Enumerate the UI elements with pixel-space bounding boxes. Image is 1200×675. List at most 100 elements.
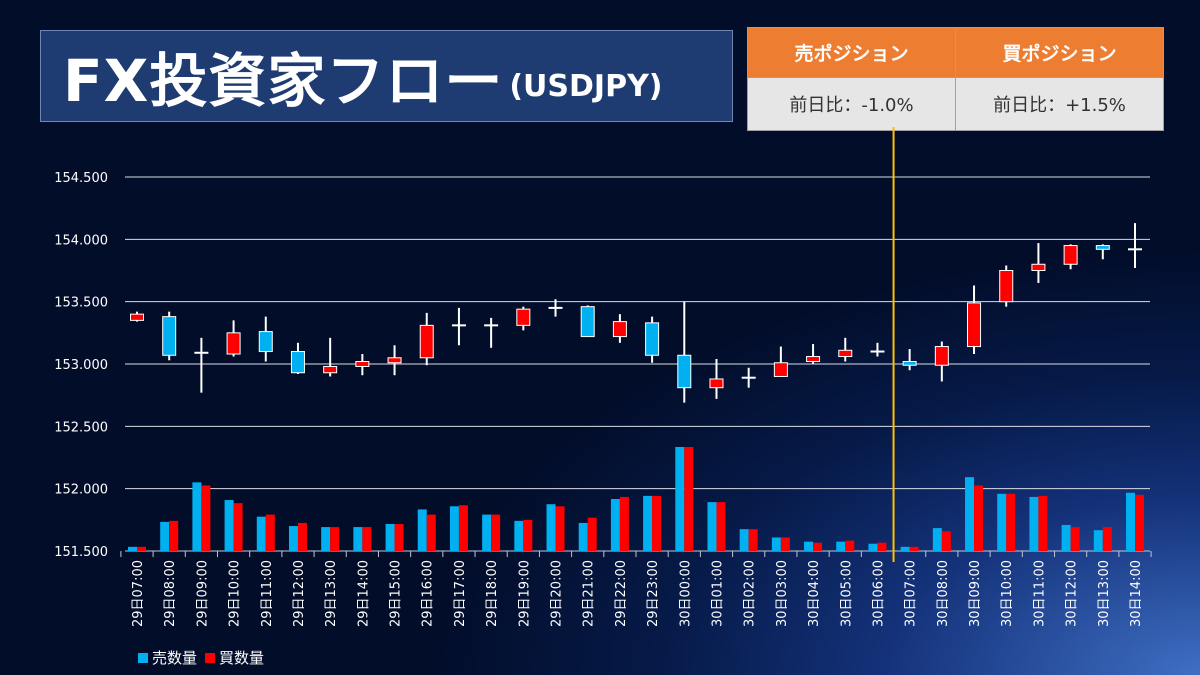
x-tick-label: 29日16:00 (421, 560, 436, 627)
candle (934, 341, 949, 382)
buy-volume-bar (877, 542, 887, 551)
x-tick-label: 29日21:00 (582, 560, 597, 627)
candle (806, 344, 821, 364)
buy-volume-bar (909, 546, 919, 551)
x-tick-label: 30日13:00 (1097, 560, 1112, 627)
y-tick-label: 154.000 (54, 233, 108, 248)
buy-volume-bar (974, 485, 984, 551)
sell-volume-bar (771, 537, 781, 551)
y-tick-label: 153.000 (54, 358, 108, 373)
sell-volume-bar (321, 527, 331, 551)
candle-body (516, 308, 531, 326)
candle (451, 307, 466, 346)
x-tick-label: 29日09:00 (195, 560, 210, 627)
buy-volume-bar (491, 514, 501, 551)
sell-volume-bar (224, 500, 234, 551)
candle-body (806, 356, 821, 363)
buy-volume-bar (1006, 493, 1016, 551)
sell-volume-bar (449, 506, 459, 551)
candle-body (773, 362, 788, 377)
buy-volume-bar (1102, 527, 1112, 551)
candle-body (226, 332, 241, 355)
y-tick-label: 154.500 (54, 171, 108, 186)
buy-volume-bar (652, 495, 662, 551)
x-tick-label: 30日10:00 (1000, 560, 1015, 627)
buy-volume-bar (684, 447, 694, 551)
buy-volume-bar (426, 514, 436, 551)
candle (419, 312, 434, 366)
candle-body (902, 361, 917, 366)
candle (902, 349, 917, 371)
sell-volume-bar (385, 523, 395, 551)
buy-volume-bar (297, 522, 307, 551)
candle (258, 316, 273, 362)
buy-volume-bar (523, 519, 533, 551)
x-tick-label: 29日19:00 (517, 560, 532, 627)
y-tick-label: 153.500 (54, 296, 108, 311)
sell-volume-bar (417, 509, 427, 551)
x-tick-label: 29日23:00 (646, 560, 661, 627)
candle-body (387, 357, 402, 364)
sell-volume-bar (932, 528, 942, 551)
candle (1128, 223, 1142, 269)
candle (1031, 243, 1046, 283)
legend-buy-volume: 買数量 (219, 649, 265, 667)
sell-volume-bar (739, 529, 749, 551)
sell-volume-bar (965, 477, 975, 551)
candle (387, 345, 402, 376)
x-tick-label: 30日03:00 (775, 560, 790, 627)
sell-volume-bar (1061, 525, 1071, 551)
candle (838, 337, 853, 362)
sell-volume-bar (514, 520, 524, 551)
sell-volume-swatch (138, 652, 148, 663)
x-tick-label: 30日05:00 (839, 560, 854, 627)
x-tick-label: 29日14:00 (356, 560, 371, 627)
sell-position-change: 前日比：-1.0% (747, 77, 956, 131)
candle-body (130, 313, 144, 321)
sell-volume-bar (900, 546, 910, 551)
buy-volume-bar (619, 496, 629, 551)
x-tick-label: 30日01:00 (710, 560, 725, 627)
candle-body (677, 354, 692, 389)
sell-volume-bar (256, 516, 266, 551)
candle (548, 299, 563, 317)
buy-volume-bar (748, 529, 758, 551)
candle (1063, 244, 1078, 270)
sell-volume-bar (192, 482, 202, 551)
candle (645, 316, 660, 363)
candle (580, 305, 595, 338)
buy-volume-bar (1038, 495, 1048, 551)
candle-body (290, 351, 305, 374)
sell-volume-bar (868, 543, 878, 551)
x-tick-label: 29日18:00 (485, 560, 500, 627)
candle (967, 285, 982, 355)
buy-volume-bar (330, 527, 340, 551)
buy-volume-bar (458, 505, 468, 551)
sell-volume-bar (546, 504, 556, 551)
x-tick-label: 30日07:00 (904, 560, 919, 627)
candle-body (162, 316, 177, 356)
x-tick-label: 29日07:00 (131, 560, 146, 627)
x-tick-label: 29日11:00 (260, 560, 275, 627)
legend: 売数量 買数量 (138, 647, 264, 668)
buy-volume-bar (555, 506, 565, 551)
buy-volume-bar (845, 540, 855, 551)
buy-volume-bar (587, 517, 597, 551)
candle (677, 301, 692, 403)
sell-volume-bar (610, 499, 620, 551)
candle (355, 354, 370, 376)
buy-volume-bar (137, 546, 146, 551)
candle (999, 265, 1014, 307)
candle-body (934, 346, 949, 366)
candle (484, 317, 499, 348)
x-tick-label: 29日13:00 (324, 560, 339, 627)
candle (130, 311, 144, 322)
buy-volume-bar (394, 523, 404, 551)
legend-sell-volume: 売数量 (152, 649, 198, 667)
candle (773, 346, 788, 377)
candle (709, 359, 724, 399)
x-tick-label: 30日12:00 (1065, 560, 1080, 627)
candle-body (258, 331, 273, 353)
x-tick-label: 30日08:00 (936, 560, 951, 627)
buy-volume-bar (1135, 494, 1144, 551)
